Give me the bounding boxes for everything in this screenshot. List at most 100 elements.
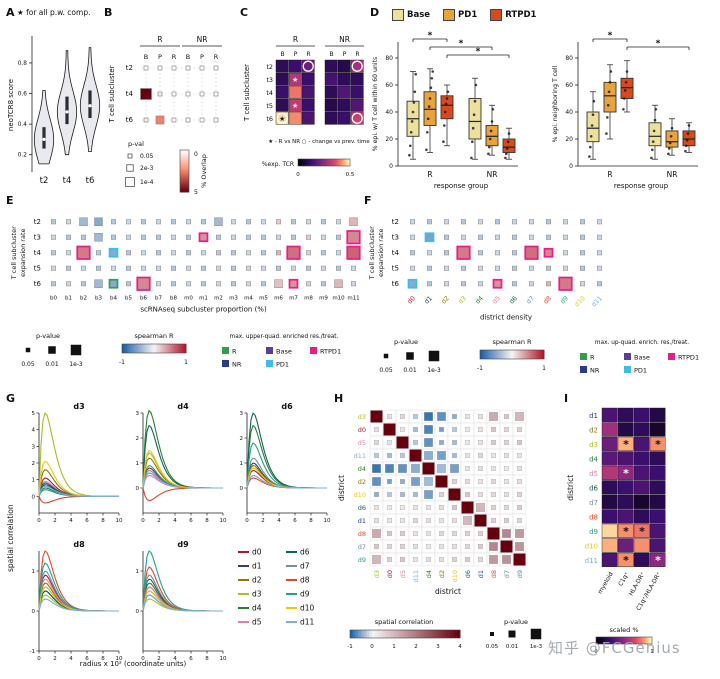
svg-text:4: 4 (173, 518, 177, 524)
svg-text:2: 2 (32, 461, 36, 467)
legend-item-RTPD1: RTPD1 (490, 9, 536, 21)
svg-text:t6: t6 (86, 176, 95, 186)
svg-text:R: R (427, 170, 432, 179)
svg-text:district: district (566, 475, 575, 501)
svg-text:1: 1 (136, 461, 140, 467)
svg-text:m9: m9 (319, 296, 328, 302)
panel-label-i: I (564, 392, 569, 405)
svg-text:d8: d8 (300, 576, 310, 585)
svg-text:40: 40 (385, 109, 393, 116)
svg-text:0.05: 0.05 (140, 153, 154, 160)
svg-text:d11: d11 (590, 295, 603, 308)
svg-text:expansion rate: expansion rate (377, 228, 385, 277)
svg-text:T cell subcluster: T cell subcluster (108, 65, 116, 123)
svg-text:0.05: 0.05 (21, 361, 35, 368)
svg-text:40: 40 (565, 109, 573, 116)
svg-text:0.01: 0.01 (45, 361, 59, 368)
svg-text:4: 4 (458, 644, 462, 650)
svg-text:PD1: PD1 (634, 367, 647, 375)
svg-text:d3: d3 (73, 402, 84, 411)
svg-text:*: * (623, 554, 629, 567)
svg-text:d8: d8 (490, 570, 498, 578)
svg-text:0: 0 (240, 486, 244, 492)
svg-text:*: * (623, 525, 629, 538)
svg-text:b3: b3 (95, 296, 102, 302)
svg-text:d7: d7 (589, 499, 598, 507)
svg-text:d9: d9 (300, 590, 310, 599)
svg-text:8: 8 (101, 518, 105, 524)
svg-text:d11: d11 (412, 570, 420, 582)
legend-item-PD1: PD1 (443, 9, 477, 21)
svg-text:6: 6 (189, 518, 193, 524)
svg-text:1e-3: 1e-3 (427, 367, 441, 374)
district-density-bubble-matrix: t2 t3 t4 t5 t6 T cell subcluster expansion rat… (368, 218, 699, 375)
svg-text:d7: d7 (300, 562, 310, 571)
svg-text:d10: d10 (451, 570, 459, 582)
svg-text:t3: t3 (34, 234, 41, 242)
svg-text:1: 1 (184, 359, 188, 366)
spatial-corr-subplot-d4: d4 0 1 2 3 0 2 4 6 8 10 (136, 402, 227, 524)
svg-text:10: 10 (220, 656, 227, 662)
svg-text:2: 2 (414, 644, 418, 650)
svg-text:spearman R: spearman R (134, 332, 174, 340)
svg-text:R: R (306, 51, 310, 58)
panel-label-a: A (6, 6, 15, 19)
svg-text:0: 0 (37, 518, 41, 524)
svg-text:d9: d9 (589, 528, 598, 536)
svg-text:B: B (280, 51, 284, 58)
svg-text:8: 8 (205, 656, 209, 662)
svg-text:myeloid: myeloid (597, 571, 615, 595)
svg-text:*: * (608, 31, 613, 41)
svg-text:t5: t5 (392, 265, 399, 273)
svg-text:2: 2 (136, 436, 140, 442)
svg-text:RTPD1: RTPD1 (678, 354, 699, 362)
svg-text:0: 0 (141, 656, 145, 662)
svg-text:max. upper-quad. enriched res.: max. upper-quad. enriched res./treat. (230, 334, 339, 340)
svg-text:spearman R: spearman R (492, 338, 532, 346)
svg-text:d2: d2 (438, 570, 446, 578)
svg-text:4: 4 (173, 656, 177, 662)
violin-plot-neotcr8: 0.2 0.4 0.6 0.8 neoTCR8 score t2 t4 t6 (7, 36, 101, 186)
svg-text:%exp. TCR: %exp. TCR (262, 161, 294, 168)
svg-text:0: 0 (569, 163, 573, 170)
myeloid-scaled-heatmap: d1 d2 d3 d4 d5 d6 d7 d8 d9 d10 d11 district * * * * * * * m… (566, 407, 666, 655)
svg-text:B: B (186, 53, 190, 61)
svg-text:d6: d6 (508, 295, 519, 306)
svg-text:d1: d1 (252, 562, 262, 571)
svg-text:0: 0 (594, 649, 598, 655)
svg-text:0: 0 (37, 656, 41, 662)
svg-text:t2: t2 (34, 218, 41, 226)
svg-text:d0: d0 (252, 548, 262, 557)
svg-text:20: 20 (565, 136, 573, 143)
svg-text:m2: m2 (214, 296, 223, 302)
svg-text:3: 3 (136, 411, 140, 417)
svg-text:d1: d1 (358, 517, 366, 525)
svg-text:8: 8 (309, 518, 313, 524)
svg-text:5: 5 (194, 189, 198, 196)
svg-text:20: 20 (385, 136, 393, 143)
svg-text:0: 0 (141, 518, 145, 524)
svg-text:d3: d3 (358, 413, 366, 421)
svg-text:m5: m5 (259, 296, 268, 302)
svg-text:0: 0 (389, 163, 393, 170)
g-y-axis-label: spatial correlation (6, 504, 15, 572)
svg-text:d4: d4 (589, 456, 598, 464)
svg-text:t6: t6 (34, 280, 42, 288)
svg-text:2: 2 (157, 518, 161, 524)
svg-text:t4: t4 (392, 249, 400, 257)
svg-text:B: B (144, 53, 148, 61)
panel-a-note: ★ for all p.w. comp. (17, 8, 91, 17)
svg-text:-1: -1 (119, 359, 125, 366)
svg-text:district: district (435, 587, 461, 596)
svg-text:district: district (337, 475, 346, 501)
svg-text:d10: d10 (585, 543, 598, 551)
svg-text:★ - R vs NR ○ - change vs pr: ★ - R vs NR ○ - change vs prev. time (268, 139, 370, 145)
svg-text:d4: d4 (358, 465, 366, 473)
svg-text:0.01: 0.01 (506, 644, 518, 650)
svg-text:t3: t3 (392, 234, 399, 242)
svg-text:d0: d0 (358, 426, 366, 434)
svg-text:RTPD1: RTPD1 (320, 348, 341, 356)
svg-text:p-value: p-value (504, 618, 528, 626)
svg-text:*: * (623, 467, 629, 480)
